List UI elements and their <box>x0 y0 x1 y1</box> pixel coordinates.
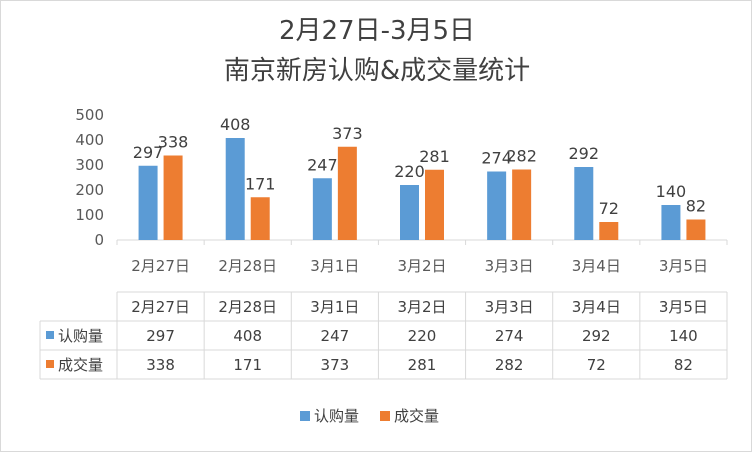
table-header-cell: 2月28日 <box>218 298 277 316</box>
legend-label: 成交量 <box>394 407 439 425</box>
bar-subscription <box>312 178 332 240</box>
y-tick-label: 200 <box>75 181 104 199</box>
legend-label: 认购量 <box>314 407 359 425</box>
data-label: 82 <box>686 197 706 216</box>
x-tick-label: 3月1日 <box>310 257 359 275</box>
data-label: 220 <box>394 162 425 181</box>
bar-subscription <box>487 171 507 240</box>
table-cell: 274 <box>495 327 524 345</box>
table-row-label: 成交量 <box>58 356 103 374</box>
bar-subscription <box>225 138 245 240</box>
table-row-label: 认购量 <box>58 327 103 345</box>
bar-subscription <box>400 185 419 240</box>
data-label: 72 <box>599 199 619 218</box>
table-header-cell: 3月3日 <box>485 298 534 316</box>
table-cell: 247 <box>321 327 350 345</box>
bar-transaction <box>250 197 270 240</box>
data-label: 281 <box>419 147 450 166</box>
table-cell: 373 <box>321 356 350 374</box>
table-cell: 292 <box>582 327 611 345</box>
x-tick-label: 2月27日 <box>131 257 190 275</box>
table-legend-key <box>46 331 54 339</box>
bar-transaction <box>425 169 444 240</box>
table-cell: 408 <box>233 327 262 345</box>
y-tick-label: 300 <box>75 156 104 174</box>
data-label: 171 <box>245 174 276 193</box>
bar-transaction <box>337 146 357 240</box>
x-tick-label: 3月4日 <box>572 257 621 275</box>
y-tick-label: 500 <box>75 106 104 124</box>
data-label: 338 <box>158 133 189 152</box>
table-header-cell: 3月2日 <box>397 298 446 316</box>
x-tick-label: 3月3日 <box>485 257 534 275</box>
table-cell: 338 <box>146 356 175 374</box>
bar-transaction <box>599 222 619 240</box>
table-header-cell: 3月5日 <box>659 298 708 316</box>
table-header-cell: 3月4日 <box>572 298 621 316</box>
data-label: 247 <box>307 155 338 174</box>
data-label: 292 <box>569 144 600 163</box>
data-label: 282 <box>506 147 537 166</box>
data-label: 140 <box>656 182 687 201</box>
x-tick-label: 2月28日 <box>218 257 277 275</box>
table-cell: 82 <box>674 356 693 374</box>
chart-title: 2月27日-3月5日 <box>278 16 476 46</box>
y-tick-label: 100 <box>75 206 104 224</box>
bar-subscription <box>661 205 681 240</box>
table-cell: 282 <box>495 356 524 374</box>
bar-transaction <box>686 219 706 240</box>
legend-key <box>300 411 310 421</box>
bar-transaction <box>163 155 183 240</box>
y-tick-label: 0 <box>94 231 104 249</box>
y-tick-label: 400 <box>75 131 104 149</box>
legend-key <box>380 411 390 421</box>
table-header-cell: 2月27日 <box>131 298 190 316</box>
data-label: 297 <box>133 143 164 162</box>
data-label: 373 <box>332 124 363 143</box>
table-cell: 297 <box>146 327 175 345</box>
x-tick-label: 3月5日 <box>659 257 708 275</box>
table-cell: 72 <box>587 356 606 374</box>
table-cell: 140 <box>669 327 698 345</box>
bar-transaction <box>512 169 532 240</box>
table-cell: 171 <box>233 356 262 374</box>
bar-subscription <box>138 165 158 240</box>
data-label: 408 <box>220 115 251 134</box>
chart-subtitle: 南京新房认购&成交量统计 <box>223 56 531 86</box>
table-header-cell: 3月1日 <box>310 298 359 316</box>
table-cell: 281 <box>408 356 437 374</box>
table-legend-key <box>46 360 54 368</box>
x-tick-label: 3月2日 <box>397 257 446 275</box>
table-cell: 220 <box>408 327 437 345</box>
bar-subscription <box>574 167 594 240</box>
data-label: 274 <box>481 149 512 168</box>
